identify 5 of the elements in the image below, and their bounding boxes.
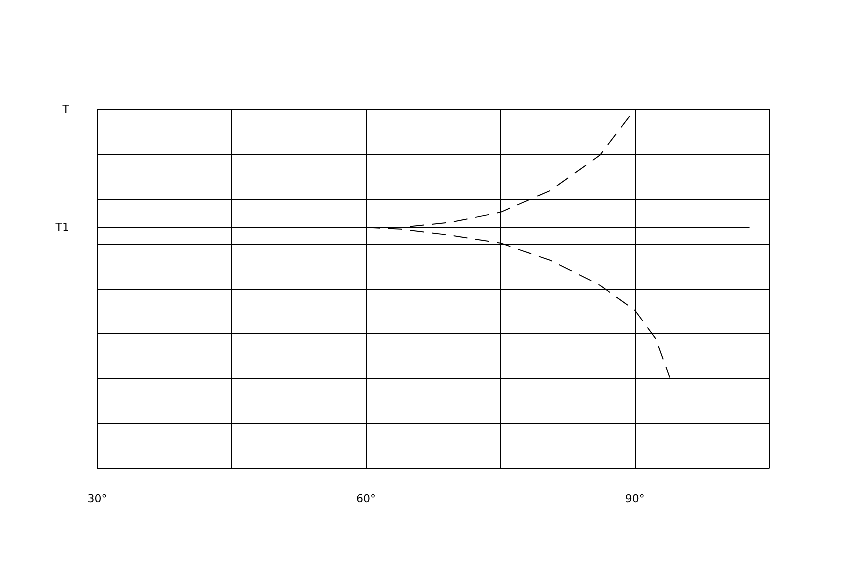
x-tick-label: 60° (356, 492, 376, 506)
y-axis-title: T (62, 103, 70, 116)
text: T1 (54, 221, 70, 234)
x-tick-label: 30° (88, 492, 108, 506)
x-tick-label: 90° (625, 492, 645, 506)
